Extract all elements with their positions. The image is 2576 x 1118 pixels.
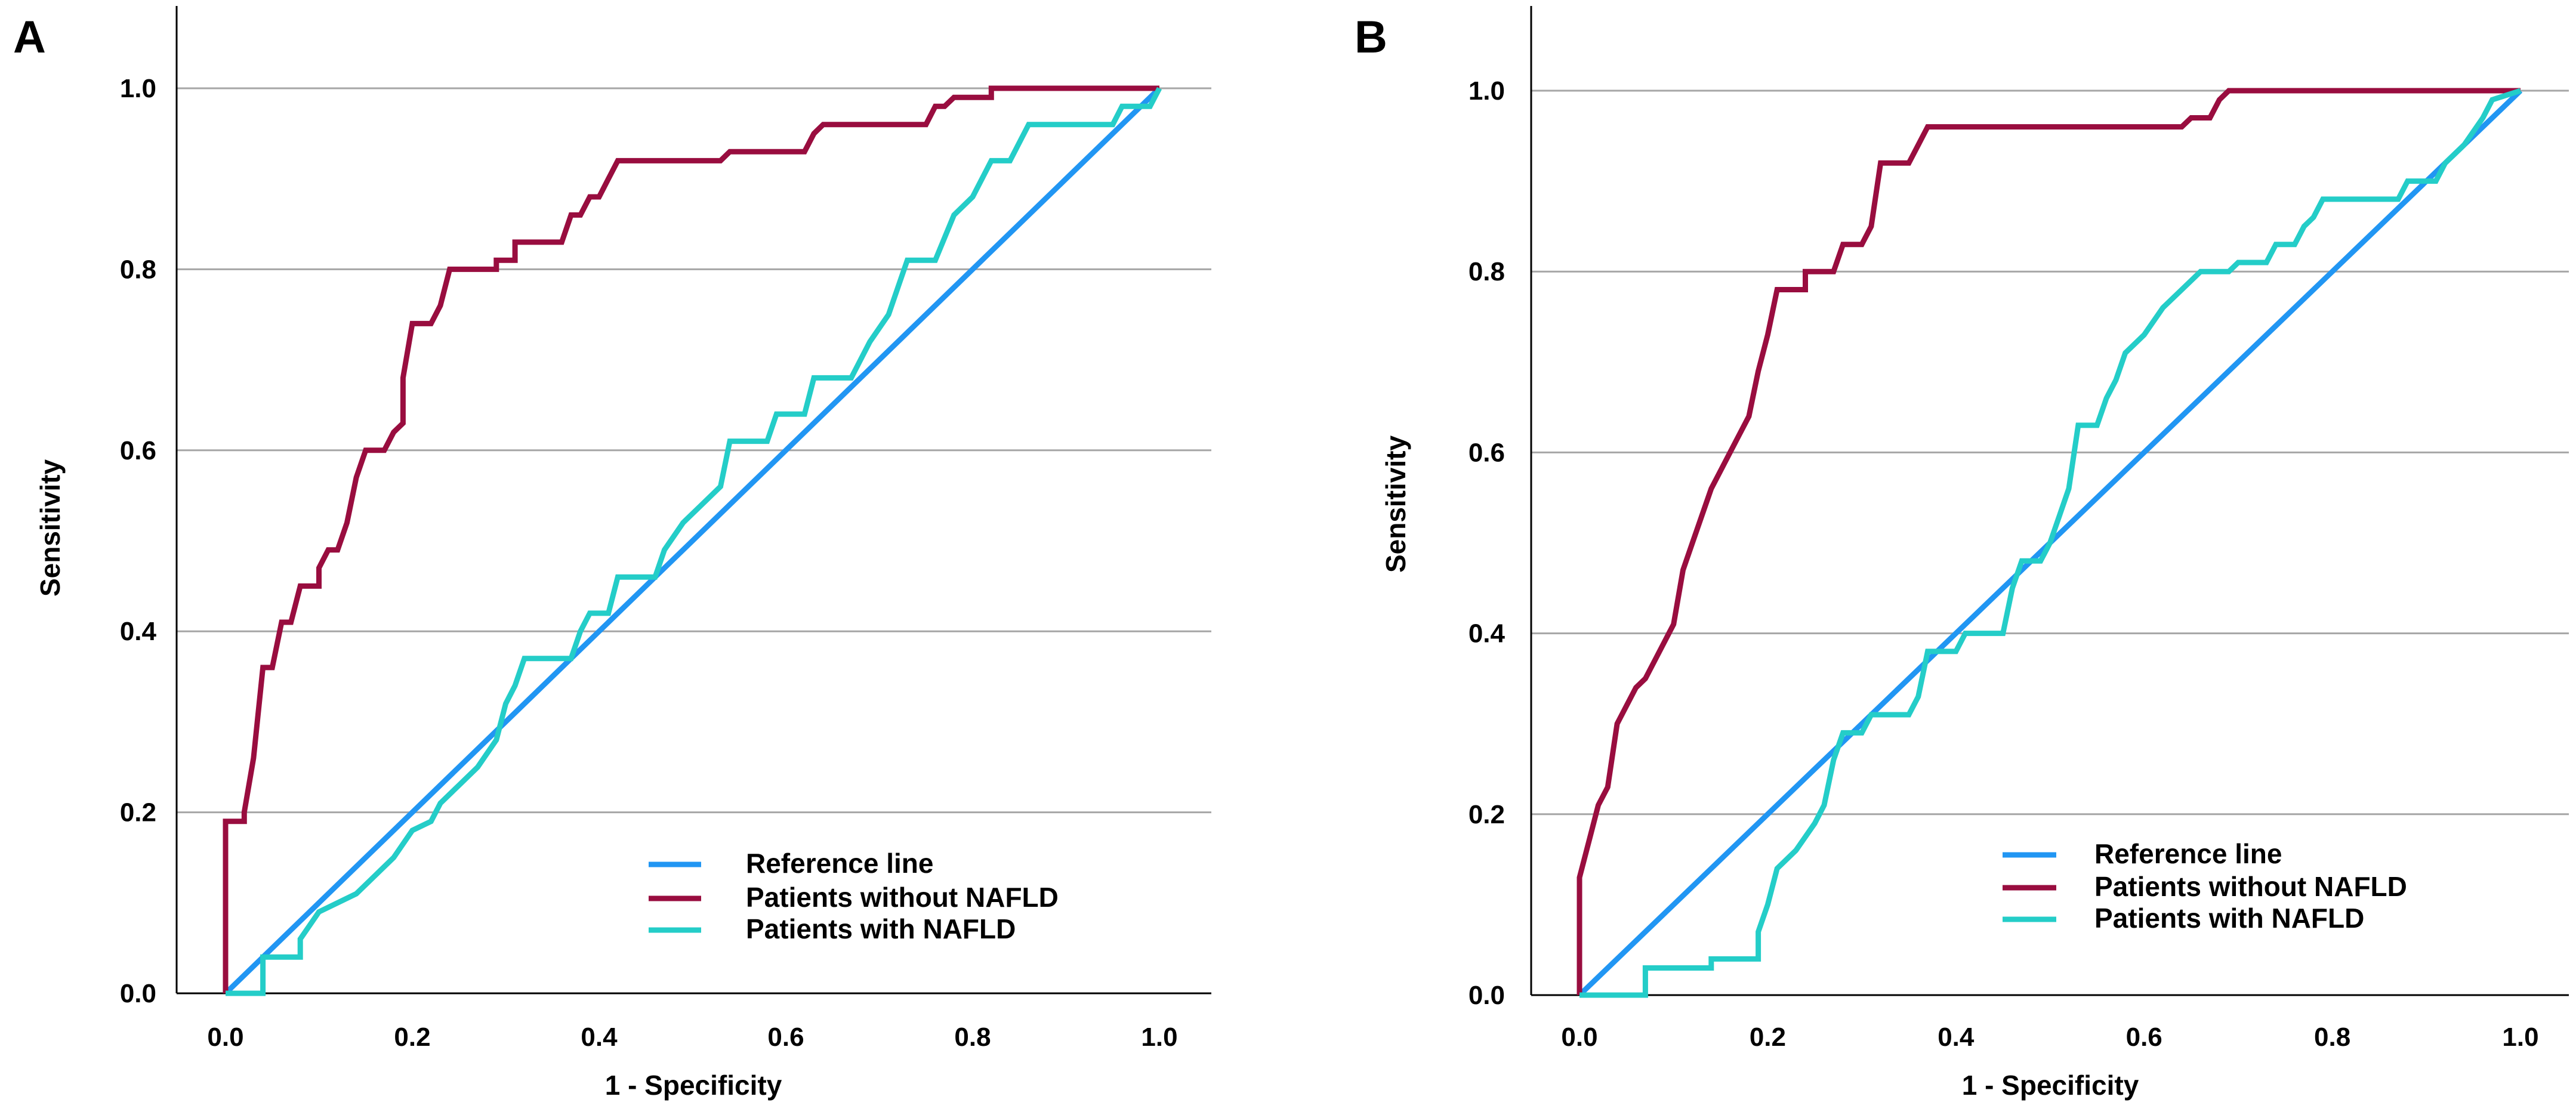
panel-label-a: A	[13, 12, 46, 63]
x-tick-label: 0.6	[2126, 1023, 2162, 1052]
legend-label-reference-line: Reference line	[746, 848, 933, 879]
y-tick-label: 0.8	[120, 255, 156, 284]
y-tick-label: 1.0	[1469, 76, 1505, 106]
legend-label-patients-with-nafld: Patients with NAFLD	[746, 913, 1016, 944]
x-tick-label: 1.0	[2502, 1023, 2538, 1052]
x-tick-label: 1.0	[1141, 1023, 1177, 1052]
y-tick-label: 1.0	[120, 74, 156, 103]
x-tick-label: 0.2	[394, 1023, 430, 1052]
y-tick-label: 0.6	[1469, 438, 1505, 467]
y-tick-label: 0.4	[1469, 619, 1506, 648]
x-tick-label: 0.0	[1561, 1023, 1597, 1052]
y-tick-label: 0.0	[120, 979, 156, 1008]
x-tick-label: 0.2	[1750, 1023, 1786, 1052]
x-tick-label: 0.8	[954, 1023, 991, 1052]
x-tick-label: 0.6	[767, 1023, 804, 1052]
panel-label-b: B	[1355, 12, 1387, 63]
y-axis-title: Sensitivity	[1380, 436, 1411, 573]
roc-figure: A 0.0 0.2 0.4 0.6 0.8 1.0 0.0 0.2 0.4 0.6 0.8 1.0 S…	[0, 0, 2576, 1118]
figure-background	[0, 0, 2576, 1118]
x-tick-label: 0.0	[207, 1023, 243, 1052]
legend-label-patients-without-nafld: Patients without NAFLD	[746, 882, 1059, 913]
y-tick-label: 0.6	[120, 436, 156, 465]
x-axis-title: 1 - Specificity	[605, 1070, 782, 1101]
y-tick-label: 0.4	[120, 617, 157, 646]
x-axis-title: 1 - Specificity	[1962, 1070, 2139, 1101]
legend-label-reference-line: Reference line	[2094, 838, 2282, 869]
legend-label-patients-with-nafld: Patients with NAFLD	[2094, 903, 2364, 934]
x-tick-label: 0.4	[581, 1023, 618, 1052]
y-tick-label: 0.2	[120, 798, 156, 827]
y-tick-label: 0.8	[1469, 257, 1505, 286]
y-tick-label: 0.0	[1469, 981, 1505, 1010]
y-tick-label: 0.2	[1469, 800, 1505, 829]
x-tick-label: 0.4	[1938, 1023, 1975, 1052]
x-tick-label: 0.8	[2314, 1023, 2350, 1052]
y-axis-title: Sensitivity	[35, 459, 66, 597]
legend-label-patients-without-nafld: Patients without NAFLD	[2094, 871, 2407, 902]
